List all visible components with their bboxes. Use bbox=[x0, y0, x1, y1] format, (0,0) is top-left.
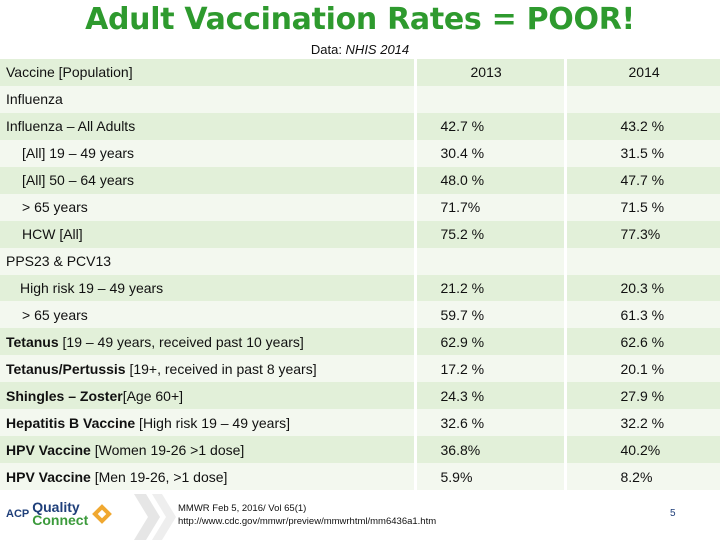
header-2013: 2013 bbox=[413, 59, 565, 86]
chevron-decoration-icon bbox=[134, 494, 176, 540]
table-row: Hepatitis B Vaccine [High risk 19 – 49 y… bbox=[0, 409, 720, 437]
data-source-name: NHIS 2014 bbox=[345, 42, 410, 57]
row-2013: 71.7% bbox=[413, 193, 565, 221]
row-2013: 32.6 % bbox=[413, 409, 565, 437]
row-label: Hepatitis B Vaccine [High risk 19 – 49 y… bbox=[0, 409, 415, 437]
row-2014: 71.5 % bbox=[563, 193, 720, 221]
row-label: High risk 19 – 49 years bbox=[0, 274, 415, 302]
row-2013: 42.7 % bbox=[413, 112, 565, 140]
logo-wordmark: Quality Connect bbox=[32, 499, 89, 528]
table-row: Tetanus [19 – 49 years, received past 10… bbox=[0, 328, 720, 356]
row-label-population: [Age 60+] bbox=[122, 387, 184, 404]
citation: MMWR Feb 5, 2016/ Vol 65(1) http://www.c… bbox=[178, 502, 436, 528]
row-label: Tetanus [19 – 49 years, received past 10… bbox=[0, 328, 415, 356]
table-row: HPV Vaccine [Women 19-26 >1 dose] 36.8% … bbox=[0, 436, 720, 464]
table-row: Shingles – Zoster[Age 60+] 24.3 % 27.9 % bbox=[0, 382, 720, 410]
row-2013: 24.3 % bbox=[413, 382, 565, 410]
data-source: Data: NHIS 2014 bbox=[0, 42, 720, 57]
table-row: [All] 19 – 49 years 30.4 % 31.5 % bbox=[0, 139, 720, 167]
table-row: High risk 19 – 49 years 21.2 % 20.3 % bbox=[0, 274, 720, 302]
row-label: Tetanus/Pertussis [19+, received in past… bbox=[0, 355, 415, 383]
logo-connect-text: Connect bbox=[32, 512, 89, 528]
row-label: HCW [All] bbox=[0, 220, 415, 248]
vaccination-rates-table: Vaccine [Population] 2013 2014 Influenza… bbox=[0, 59, 720, 490]
row-2014: 27.9 % bbox=[563, 382, 720, 410]
row-2014: 8.2% bbox=[563, 463, 720, 490]
page-title: Adult Vaccination Rates = POOR! bbox=[85, 2, 635, 37]
acp-quality-connect-logo: ACP Quality Connect bbox=[6, 494, 134, 534]
row-label: HPV Vaccine [Men 19-26, >1 dose] bbox=[0, 463, 415, 490]
row-2013: 30.4 % bbox=[413, 139, 565, 167]
row-label-vaccine: HPV Vaccine bbox=[6, 441, 91, 458]
row-2014 bbox=[563, 85, 720, 113]
row-label: PPS23 & PCV13 bbox=[0, 247, 415, 275]
row-2014: 20.1 % bbox=[563, 355, 720, 383]
logo-acp-text: ACP bbox=[6, 508, 30, 520]
row-2013: 59.7 % bbox=[413, 301, 565, 329]
row-label-vaccine: Hepatitis B Vaccine bbox=[6, 414, 136, 431]
row-2014: 43.2 % bbox=[563, 112, 720, 140]
row-2013: 48.0 % bbox=[413, 166, 565, 194]
row-2013 bbox=[413, 85, 565, 113]
row-label: > 65 years bbox=[0, 193, 415, 221]
row-2014: 40.2% bbox=[563, 436, 720, 464]
table-row: HPV Vaccine [Men 19-26, >1 dose] 5.9% 8.… bbox=[0, 463, 720, 490]
row-2013: 36.8% bbox=[413, 436, 565, 464]
row-label-vaccine: Shingles – Zoster bbox=[6, 387, 123, 404]
logo-quality-text: Quality bbox=[32, 499, 80, 515]
data-source-prefix: Data: bbox=[310, 42, 346, 57]
table-row: [All] 50 – 64 years 48.0 % 47.7 % bbox=[0, 166, 720, 194]
header-vaccine: Vaccine [Population] bbox=[0, 59, 415, 86]
row-label-population: [Women 19-26 >1 dose] bbox=[90, 441, 245, 458]
row-2013: 21.2 % bbox=[413, 274, 565, 302]
row-2014: 77.3% bbox=[563, 220, 720, 248]
row-2013: 17.2 % bbox=[413, 355, 565, 383]
citation-reference: MMWR Feb 5, 2016/ Vol 65(1) bbox=[178, 503, 307, 514]
table-row: Influenza – All Adults 42.7 % 43.2 % bbox=[0, 112, 720, 140]
table-row: HCW [All] 75.2 % 77.3% bbox=[0, 220, 720, 248]
row-label-population: [19 – 49 years, received past 10 years] bbox=[58, 333, 304, 350]
row-label: [All] 50 – 64 years bbox=[0, 166, 415, 194]
table-row: > 65 years 71.7% 71.5 % bbox=[0, 193, 720, 221]
row-label: HPV Vaccine [Women 19-26 >1 dose] bbox=[0, 436, 415, 464]
row-label-population: [Men 19-26, >1 dose] bbox=[90, 468, 228, 485]
row-2014: 31.5 % bbox=[563, 139, 720, 167]
row-2013 bbox=[413, 247, 565, 275]
row-label-vaccine: HPV Vaccine bbox=[6, 468, 91, 485]
row-label-population: [High risk 19 – 49 years] bbox=[135, 414, 291, 431]
row-2014: 32.2 % bbox=[563, 409, 720, 437]
page-number: 5 bbox=[670, 508, 676, 519]
table-row: Influenza bbox=[0, 85, 720, 113]
row-label-population: [19+, received in past 8 years] bbox=[125, 360, 317, 377]
table-row: PPS23 & PCV13 bbox=[0, 247, 720, 275]
row-label: Influenza bbox=[0, 85, 415, 113]
row-2014: 61.3 % bbox=[563, 301, 720, 329]
row-label: Shingles – Zoster[Age 60+] bbox=[0, 382, 415, 410]
row-2013: 75.2 % bbox=[413, 220, 565, 248]
row-2014 bbox=[563, 247, 720, 275]
table-row: Tetanus/Pertussis [19+, received in past… bbox=[0, 355, 720, 383]
row-label: [All] 19 – 49 years bbox=[0, 139, 415, 167]
row-label-vaccine: Tetanus bbox=[6, 333, 59, 350]
row-2014: 62.6 % bbox=[563, 328, 720, 356]
row-label: Influenza – All Adults bbox=[0, 112, 415, 140]
header-2014: 2014 bbox=[563, 59, 720, 86]
row-label: > 65 years bbox=[0, 301, 415, 329]
quality-connect-logo-icon bbox=[92, 504, 113, 524]
citation-url[interactable]: http://www.cdc.gov/mmwr/preview/mmwrhtml… bbox=[178, 516, 437, 527]
row-label-vaccine: Tetanus/Pertussis bbox=[6, 360, 126, 377]
row-2014: 47.7 % bbox=[563, 166, 720, 194]
table-header-row: Vaccine [Population] 2013 2014 bbox=[0, 59, 720, 86]
row-2013: 5.9% bbox=[413, 463, 565, 490]
row-2014: 20.3 % bbox=[563, 274, 720, 302]
row-2013: 62.9 % bbox=[413, 328, 565, 356]
table-row: > 65 years 59.7 % 61.3 % bbox=[0, 301, 720, 329]
